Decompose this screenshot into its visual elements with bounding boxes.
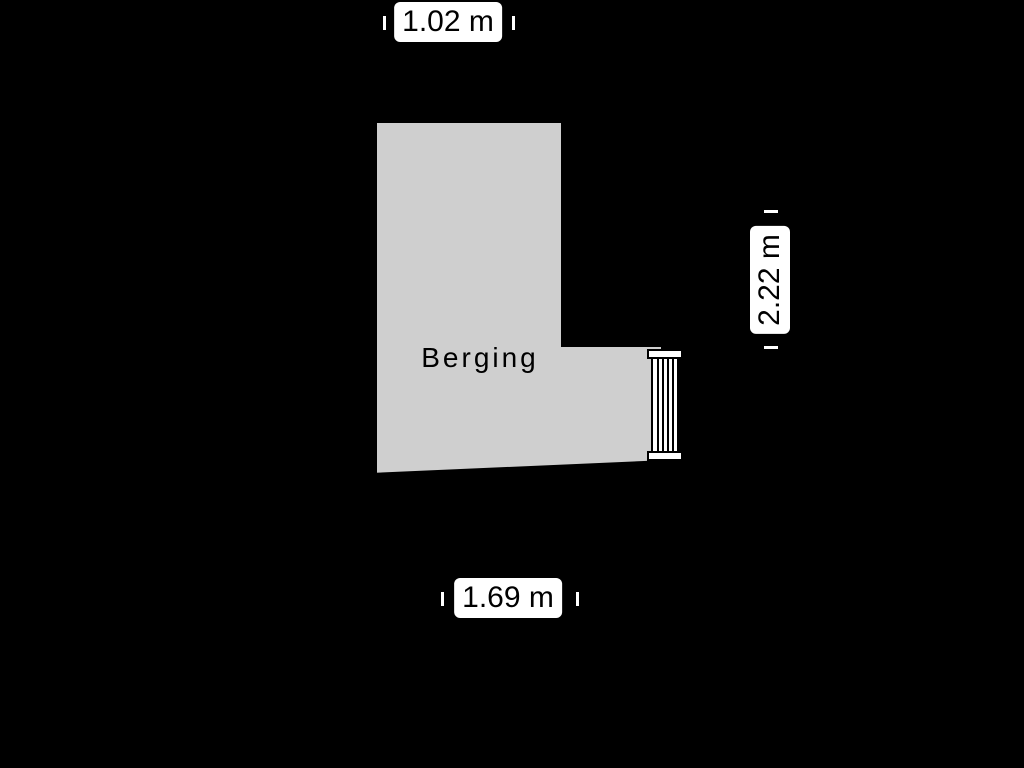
room-fill xyxy=(370,116,668,480)
dim-bottom-label: 1.69 m xyxy=(454,578,562,618)
dim-top-label: 1.02 m xyxy=(394,2,502,42)
dim-top-tick-left xyxy=(383,16,386,30)
floorplan-stage: Berging 1.02 m 1.69 m 2.22 m xyxy=(0,0,1024,768)
floorplan-svg xyxy=(0,0,1024,768)
room-label: Berging xyxy=(421,342,539,374)
dim-top-tick-right xyxy=(512,16,515,30)
dim-bottom-tick-left xyxy=(441,592,444,606)
door xyxy=(648,350,682,460)
dim-bottom-tick-right xyxy=(576,592,579,606)
dim-right-tick-bottom xyxy=(764,346,778,349)
dim-right-label: 2.22 m xyxy=(750,226,790,334)
dim-right-tick-top xyxy=(764,210,778,213)
